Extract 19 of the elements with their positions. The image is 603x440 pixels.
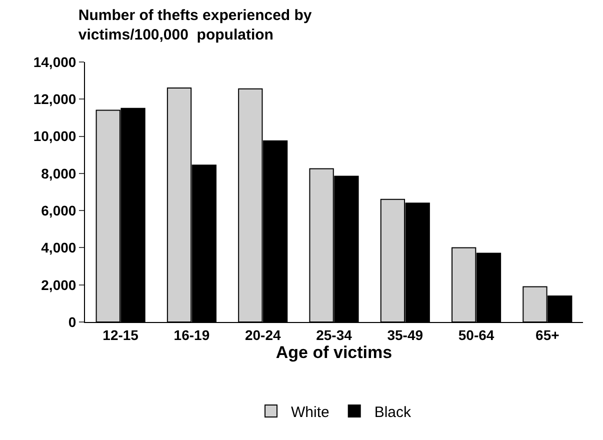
y-tick-label: 8,000 <box>41 165 76 182</box>
x-tick-label: 12-15 <box>102 326 139 343</box>
x-tick-label: 65+ <box>536 326 560 343</box>
legend-label: White <box>291 404 330 421</box>
x-tick-label: 50-64 <box>458 326 494 343</box>
x-tick-label: 35-49 <box>387 326 424 343</box>
chart-title: Number of thefts experienced by victims/100,000 population <box>78 6 312 44</box>
y-tick-label: 4,000 <box>41 240 76 256</box>
y-tick-label: 0 <box>68 314 76 330</box>
legend-label: Black <box>374 404 412 421</box>
y-tick-label: 14,000 <box>33 54 76 70</box>
y-tick-label: 12,000 <box>33 91 76 108</box>
x-tick-label: 16-19 <box>174 326 210 343</box>
y-tick-label: 10,000 <box>33 128 76 144</box>
x-axis-title: Age of victims <box>276 343 392 362</box>
x-tick-label: 25-34 <box>316 326 352 343</box>
y-tick-label: 6,000 <box>41 202 76 218</box>
y-tick-label: 2,000 <box>41 276 76 293</box>
x-tick-label: 20-24 <box>244 326 281 343</box>
